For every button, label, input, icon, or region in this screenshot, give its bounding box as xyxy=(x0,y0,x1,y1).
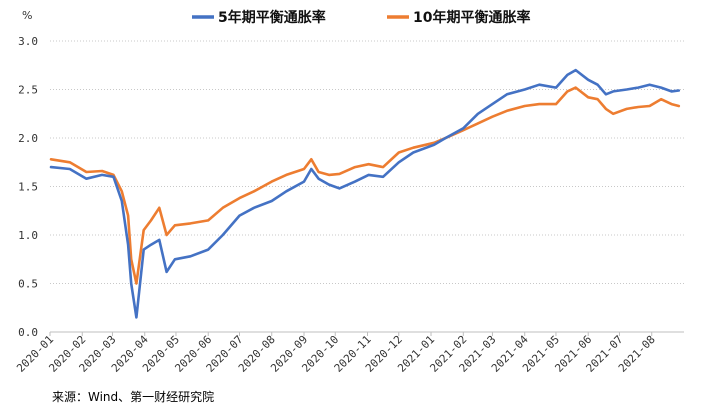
series-line-5y xyxy=(49,68,681,319)
y-unit-label: % xyxy=(22,9,32,22)
y-axis: 0.0 0.5 1.0 1.5 2.0 2.5 3.0 xyxy=(18,35,38,339)
y-tick-label: 1.5 xyxy=(18,181,38,194)
legend: 5年期平衡通胀率 10年期平衡通胀率 xyxy=(192,9,530,26)
x-axis: 2020-012020-022020-032020-042020-052020-… xyxy=(14,332,658,375)
y-tick-label: 2.0 xyxy=(18,132,38,145)
series-lines xyxy=(49,68,681,319)
legend-label-10y: 10年期平衡通胀率 xyxy=(413,9,530,26)
y-tick-label: 0.5 xyxy=(18,278,38,291)
y-tick-label: 1.0 xyxy=(18,229,38,242)
source-note: 来源：Wind、第一财经研究院 xyxy=(52,390,215,404)
y-tick-label: 0.0 xyxy=(18,326,38,339)
y-tick-label: 3.0 xyxy=(18,35,38,48)
y-tick-label: 2.5 xyxy=(18,84,38,97)
grid xyxy=(50,40,684,333)
series-line-10y xyxy=(49,86,681,285)
legend-label-5y: 5年期平衡通胀率 xyxy=(218,9,326,26)
